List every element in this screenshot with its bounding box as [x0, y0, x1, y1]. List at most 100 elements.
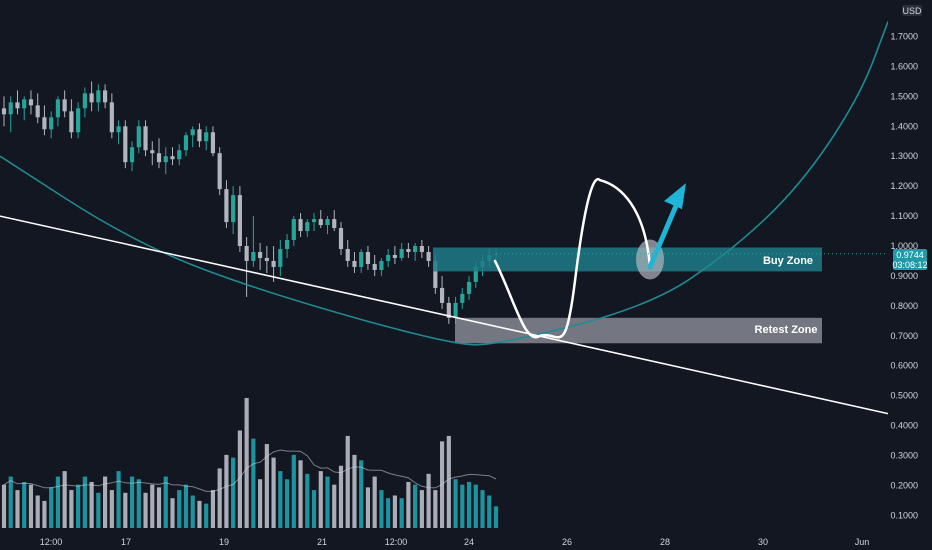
time-tick-label: 17: [121, 537, 131, 547]
candle-body: [365, 251, 371, 264]
candle-body: [55, 99, 61, 118]
volume-bar: [116, 471, 121, 528]
parabolic-curve: [0, 21, 889, 346]
candle-body: [8, 102, 13, 115]
price-tick-label: 0.9000: [890, 271, 918, 281]
candle-body: [42, 117, 47, 130]
candle-body: [156, 153, 162, 163]
candle-body: [386, 254, 391, 261]
candle-body: [325, 219, 330, 226]
price-tick-label: 1.0000: [890, 241, 918, 251]
candle-body: [446, 302, 451, 318]
time-tick-label: 30: [758, 537, 768, 547]
volume-bar: [42, 500, 47, 528]
volume-bar: [204, 503, 209, 528]
volume-bar: [460, 484, 465, 528]
candle-body: [129, 147, 135, 163]
candle-body: [49, 117, 54, 130]
price-tick-label: 1.3000: [890, 151, 918, 161]
candle-body: [271, 260, 276, 267]
volume-bar: [379, 490, 384, 528]
volume-bar: [129, 476, 135, 528]
candle-body: [136, 126, 141, 148]
candle-countdown: 03:08:12: [892, 260, 927, 270]
time-tick-label: 12:00: [40, 537, 63, 547]
volume-bar: [480, 490, 485, 528]
time-tick-label: 24: [464, 537, 474, 547]
candle-body: [183, 135, 189, 151]
price-tick-label: 0.2000: [890, 480, 918, 490]
price-tick-label: 1.2000: [890, 181, 918, 191]
price-tick-label: 0.7000: [890, 331, 918, 341]
last-price-badge: 0.9744 03:08:12: [892, 249, 928, 270]
volume-bar: [413, 484, 418, 528]
volume-bar: [298, 460, 303, 528]
volume-bar: [433, 490, 438, 528]
candle-body: [379, 260, 384, 270]
candle-body: [345, 248, 350, 261]
volume-bar: [96, 492, 101, 528]
volume-bar: [190, 495, 195, 528]
time-tick-label: 28: [660, 537, 670, 547]
volume-bar: [271, 457, 276, 528]
price-tick-label: 0.3000: [890, 451, 918, 461]
volume-ma-line: [3, 449, 497, 492]
candle-body: [359, 251, 364, 267]
candle-body: [89, 93, 94, 103]
candle-body: [69, 111, 74, 133]
price-tick-label: 1.4000: [890, 121, 918, 131]
volume-bar: [258, 479, 263, 528]
candle-body: [419, 246, 424, 252]
volume-bar: [76, 484, 81, 528]
currency-badge[interactable]: [902, 5, 922, 16]
volume-bar: [392, 495, 397, 528]
candle-body: [251, 251, 256, 261]
price-tick-label: 1.7000: [890, 31, 918, 41]
volume-bar: [426, 473, 431, 528]
candle-body: [109, 102, 114, 133]
drawing-overlays[interactable]: [0, 21, 889, 415]
candle-body: [244, 246, 249, 261]
volume-bar: [62, 471, 67, 528]
volume-bar: [345, 435, 350, 528]
candle-body: [413, 246, 418, 252]
volume-bar: [177, 490, 182, 528]
candle-body: [210, 132, 216, 154]
candle-body: [231, 195, 236, 223]
candle-body: [190, 129, 195, 136]
candle-body: [453, 302, 458, 318]
volume-bar: [103, 476, 108, 528]
candle-body: [22, 99, 27, 109]
projection-arrow-head: [664, 183, 686, 210]
volume-bars: [1, 398, 499, 528]
candle-body: [1, 108, 7, 115]
volume-bar: [237, 430, 242, 528]
time-tick-label: 19: [219, 537, 229, 547]
time-tick-label: Jun: [855, 537, 870, 547]
volume-bar: [197, 500, 202, 528]
time-axis[interactable]: 12:00 17 19 21 12:00 24 26 28 30 Jun: [0, 536, 932, 550]
candle-body: [298, 219, 303, 232]
candle-body: [399, 248, 404, 258]
currency-label[interactable]: USD: [902, 6, 922, 16]
volume-bar: [217, 468, 222, 528]
candle-body: [217, 153, 222, 190]
volume-bar: [264, 444, 269, 528]
volume-bar: [406, 481, 411, 528]
volume-bar: [224, 454, 229, 528]
volume-bar: [291, 454, 296, 528]
volume-bar: [22, 481, 27, 528]
candle-body: [96, 90, 101, 103]
volume-bar: [372, 476, 377, 528]
time-tick-label: 21: [317, 537, 327, 547]
candle-body: [332, 219, 337, 229]
candle-body: [392, 254, 397, 258]
price-tick-label: 1.1000: [890, 211, 918, 221]
volume-bar: [210, 490, 216, 528]
volume-bar: [419, 490, 424, 528]
volume-bar: [55, 476, 61, 528]
candle-body: [426, 251, 431, 261]
candle-body: [352, 260, 357, 267]
time-axis-background: [0, 536, 932, 550]
